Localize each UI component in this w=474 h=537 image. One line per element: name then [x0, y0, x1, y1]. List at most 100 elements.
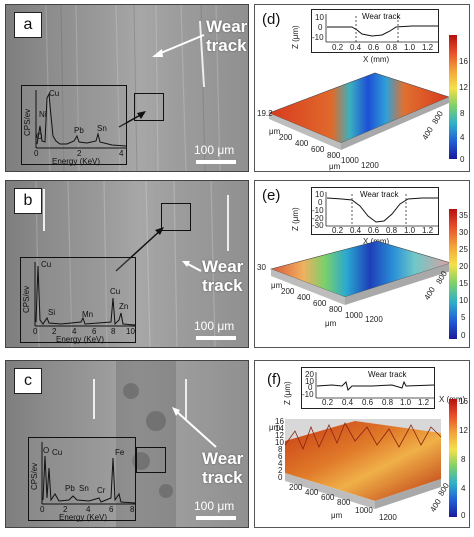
eds-peak-cu: Cu [49, 89, 60, 98]
profile-xlabel-d: X (mm) [363, 55, 390, 64]
colorbar-d [449, 35, 457, 159]
surface-ztick: 4 [278, 459, 283, 468]
profile-xtick: 0.2 [322, 398, 334, 407]
surface-xtick: 200 [279, 133, 293, 142]
colorbar-tick: 16 [459, 57, 468, 66]
profile-xtick: 1.2 [422, 43, 434, 52]
surface-xtick: 400 [295, 139, 309, 148]
colorbar-f [449, 399, 457, 517]
colorbar-tick: 20 [459, 262, 468, 271]
profile-xtick: 0.2 [332, 43, 344, 52]
profile-xtick: 0.6 [368, 43, 380, 52]
surface-unit: μm [331, 511, 343, 520]
profile-plot-f [315, 372, 435, 399]
profilometry-panel-e: (e) Wear track 10 0 -10 -20 -30 0.2 0.4 … [254, 180, 470, 348]
profile-inset-f: Wear track 20 10 0 -10 0.2 0.4 0.6 0.8 1… [301, 367, 435, 409]
eds-peak-cu: Cu [41, 260, 52, 269]
profile-xtick: 0.2 [332, 226, 344, 235]
profile-ytick: -10 [302, 390, 314, 399]
sem-texture-b [35, 181, 229, 347]
surface-plot-d [268, 72, 450, 150]
surface-xtick: 200 [289, 483, 303, 492]
panel-label-c: c [14, 368, 42, 394]
profile-xtick: 1.0 [400, 398, 412, 407]
surface-plot-e [270, 240, 453, 305]
surface-ztick: 8 [278, 445, 283, 454]
surface-ztick: 12 [275, 431, 284, 440]
eds-plot-c [41, 442, 136, 505]
eds-tick: 6 [109, 505, 114, 514]
colorbar-tick: 5 [461, 313, 466, 322]
surface-zlabel: 30 [257, 263, 266, 272]
eds-peak-ni: Ni [39, 110, 47, 119]
surface-ztick: 16 [275, 417, 284, 426]
panel-label-a: a [14, 12, 42, 38]
surface-ztick: 0 [278, 473, 283, 482]
scale-bar-c [196, 516, 236, 520]
colorbar-tick: 16 [459, 397, 468, 406]
surface-xtick: 1000 [341, 156, 359, 165]
profile-ytick: 20 [305, 370, 314, 379]
profile-xtick: 0.8 [386, 43, 398, 52]
eds-tick: 4 [86, 505, 91, 514]
colorbar-tick: 0 [461, 331, 466, 340]
profile-title-d: Wear track [362, 12, 401, 21]
eds-tick: 8 [130, 505, 135, 514]
colorbar-tick: 8 [460, 109, 465, 118]
eds-region-box-a [134, 93, 164, 121]
eds-spectrum-a: Cu Ni O Pb Sn 0 2 4 Energy (KeV) CPS/ev [21, 85, 127, 166]
surface-xtick: 600 [321, 493, 335, 502]
eds-tick: 6 [92, 327, 97, 336]
scale-label-a: 100 μm [194, 143, 235, 157]
panel-label-f: (f) [267, 371, 282, 388]
profile-ytick: -20 [312, 214, 324, 223]
profile-ytick: -10 [312, 206, 324, 215]
eds-peak-sn: Sn [97, 124, 107, 133]
surface-unit: μm [269, 127, 281, 136]
panel-label-b: b [14, 188, 42, 214]
wear-track-label-c: Wear track [202, 449, 243, 487]
colorbar-tick: 12 [459, 426, 468, 435]
profile-ytick: 0 [318, 23, 323, 32]
eds-plot-a [35, 90, 127, 149]
eds-peak-o: O [43, 446, 50, 455]
surface-unit: μm [269, 423, 281, 432]
surface-unit: μm [325, 319, 337, 328]
colorbar-tick: 10 [459, 296, 468, 305]
colorbar-tick: 0 [461, 511, 466, 520]
colorbar-tick: 35 [459, 211, 468, 220]
sem-image-a: a Wear track Cu Ni O Pb Sn 0 2 4 Energy … [5, 4, 249, 172]
eds-tick: 10 [126, 327, 135, 336]
colorbar-tick: 25 [459, 245, 468, 254]
eds-peak-pb: Pb [74, 126, 84, 135]
sem-texture-c [93, 361, 187, 527]
sem-image-c: c Wear track O Cu Pb Sn Cr Fe 0 2 4 6 8 … [5, 360, 249, 528]
arrow-overlay-a [118, 34, 205, 128]
surface-xtick: 1200 [379, 513, 397, 522]
profile-xtick: 1.2 [422, 226, 434, 235]
profile-inset-d: Wear track 10 0 -10 0.2 0.4 0.6 0.8 1.0 … [311, 9, 439, 53]
surface-xtick: 600 [311, 145, 325, 154]
colorbar-tick: 12 [459, 83, 468, 92]
profile-ytick: 10 [315, 13, 324, 22]
surface-plot-f [284, 419, 442, 509]
surface-unit: μm [329, 162, 341, 171]
colorbar-tick: 0 [460, 155, 465, 164]
profile-xtick: 0.8 [382, 398, 394, 407]
profile-ytick: 0 [308, 383, 313, 392]
eds-peak-mn: Mn [82, 310, 94, 319]
colorbar-tick: 15 [459, 279, 468, 288]
wear-track-label-b: Wear track [202, 257, 243, 295]
eds-peak-cu-2: Cu [110, 287, 121, 296]
eds-tick: 2 [63, 505, 68, 514]
eds-peak-si: Si [48, 308, 56, 317]
profile-ytick: 10 [305, 377, 314, 386]
profile-xtick: 0.4 [342, 398, 354, 407]
profile-xtick: 1.0 [404, 226, 416, 235]
eds-region-box-c [136, 447, 166, 473]
eds-tick: 0 [34, 149, 39, 158]
eds-peak-o: O [36, 132, 43, 141]
profile-xtick: 1.2 [418, 398, 430, 407]
sem-image-b: b Wear track Cu Si Mn Cu Zn 0 2 4 6 8 10… [5, 180, 249, 348]
eds-tick: 4 [72, 327, 77, 336]
